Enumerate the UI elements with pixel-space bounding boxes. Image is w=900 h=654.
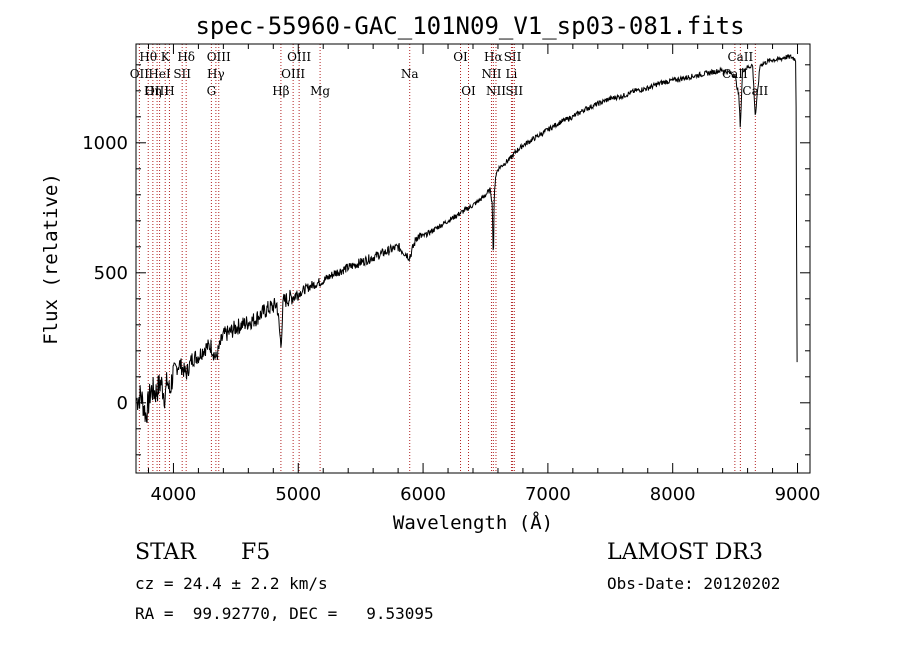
x-tick-label: 9000 [775,484,821,505]
spectral-line-label: Hη [144,84,162,98]
spectral-line-label: Hγ [207,67,225,81]
x-tick-label: 5000 [275,484,321,505]
spectrum-line [136,54,798,424]
spectral-line-label: HeI [148,67,171,81]
spectral-line-label: H [164,84,174,98]
y-tick-label: 500 [94,263,128,284]
spectral-line-label: Hβ [272,84,289,98]
spectral-line-label: OIII [207,50,231,64]
plot-frame [135,43,811,474]
spectral-line-label: Hδ [177,50,195,64]
spectral-line-label: CaII [727,50,753,64]
spectral-line-label: Mg [310,84,330,98]
spectral-line-label: SII [504,50,522,64]
spectral-line-label: OIII [281,67,305,81]
chart-title: spec-55960-GAC_101N09_V1_sp03-081.fits [195,12,744,40]
spectral-line-label: OIII [145,84,169,98]
spectral-line-label: G [207,84,217,98]
x-tick-label: 7000 [525,484,571,505]
observation-date: Obs-Date: 20120202 [607,574,780,593]
x-tick-label: 8000 [650,484,696,505]
y-tick-label: 1000 [82,133,128,154]
spectral-line-label: Hθ [139,50,157,64]
spectral-line-label: OIII [287,50,311,64]
spectral-line-label: OII [130,67,150,81]
sky-coordinates: RA = 99.92770, DEC = 9.53095 [135,604,434,623]
x-tick-label: 6000 [400,484,446,505]
object-subclass: F5 [241,540,270,565]
x-axis: 4000 5000 6000 7000 8000 9000 [147,44,821,505]
y-axis: 0 500 1000 [82,64,810,456]
spectral-line-label: SII [505,84,523,98]
y-axis-title: Flux (relative) [40,173,62,345]
spectral-line-label: SII [173,67,191,81]
x-tick-label: 4000 [151,484,197,505]
spectral-line-label: OI [453,50,468,64]
spectral-line-label: OI [461,84,476,98]
spectral-line-label: NII [486,84,506,98]
object-class: STAR [135,540,197,565]
spectral-line-label: Na [401,67,419,81]
spectral-line-label: CaII [742,84,768,98]
spectrum-layer [136,54,798,424]
spectral-line-label: CaII [722,67,748,81]
spectral-line-markers: Hθ OII OIII HeI Hη K H SII Hδ OIII Hγ G Hβ OIII OIII Mg… [130,44,768,473]
spectral-line-label: NII [481,67,501,81]
spectral-line-label: K [161,50,171,64]
spectral-line-label: Li [506,67,518,81]
survey-name: LAMOST DR3 [607,540,763,565]
x-axis-title: Wavelength (Å) [393,511,553,534]
redshift-velocity: cz = 24.4 ± 2.2 km/s [135,574,328,593]
spectral-line-label: Hα [484,50,503,64]
y-tick-label: 0 [117,393,128,414]
